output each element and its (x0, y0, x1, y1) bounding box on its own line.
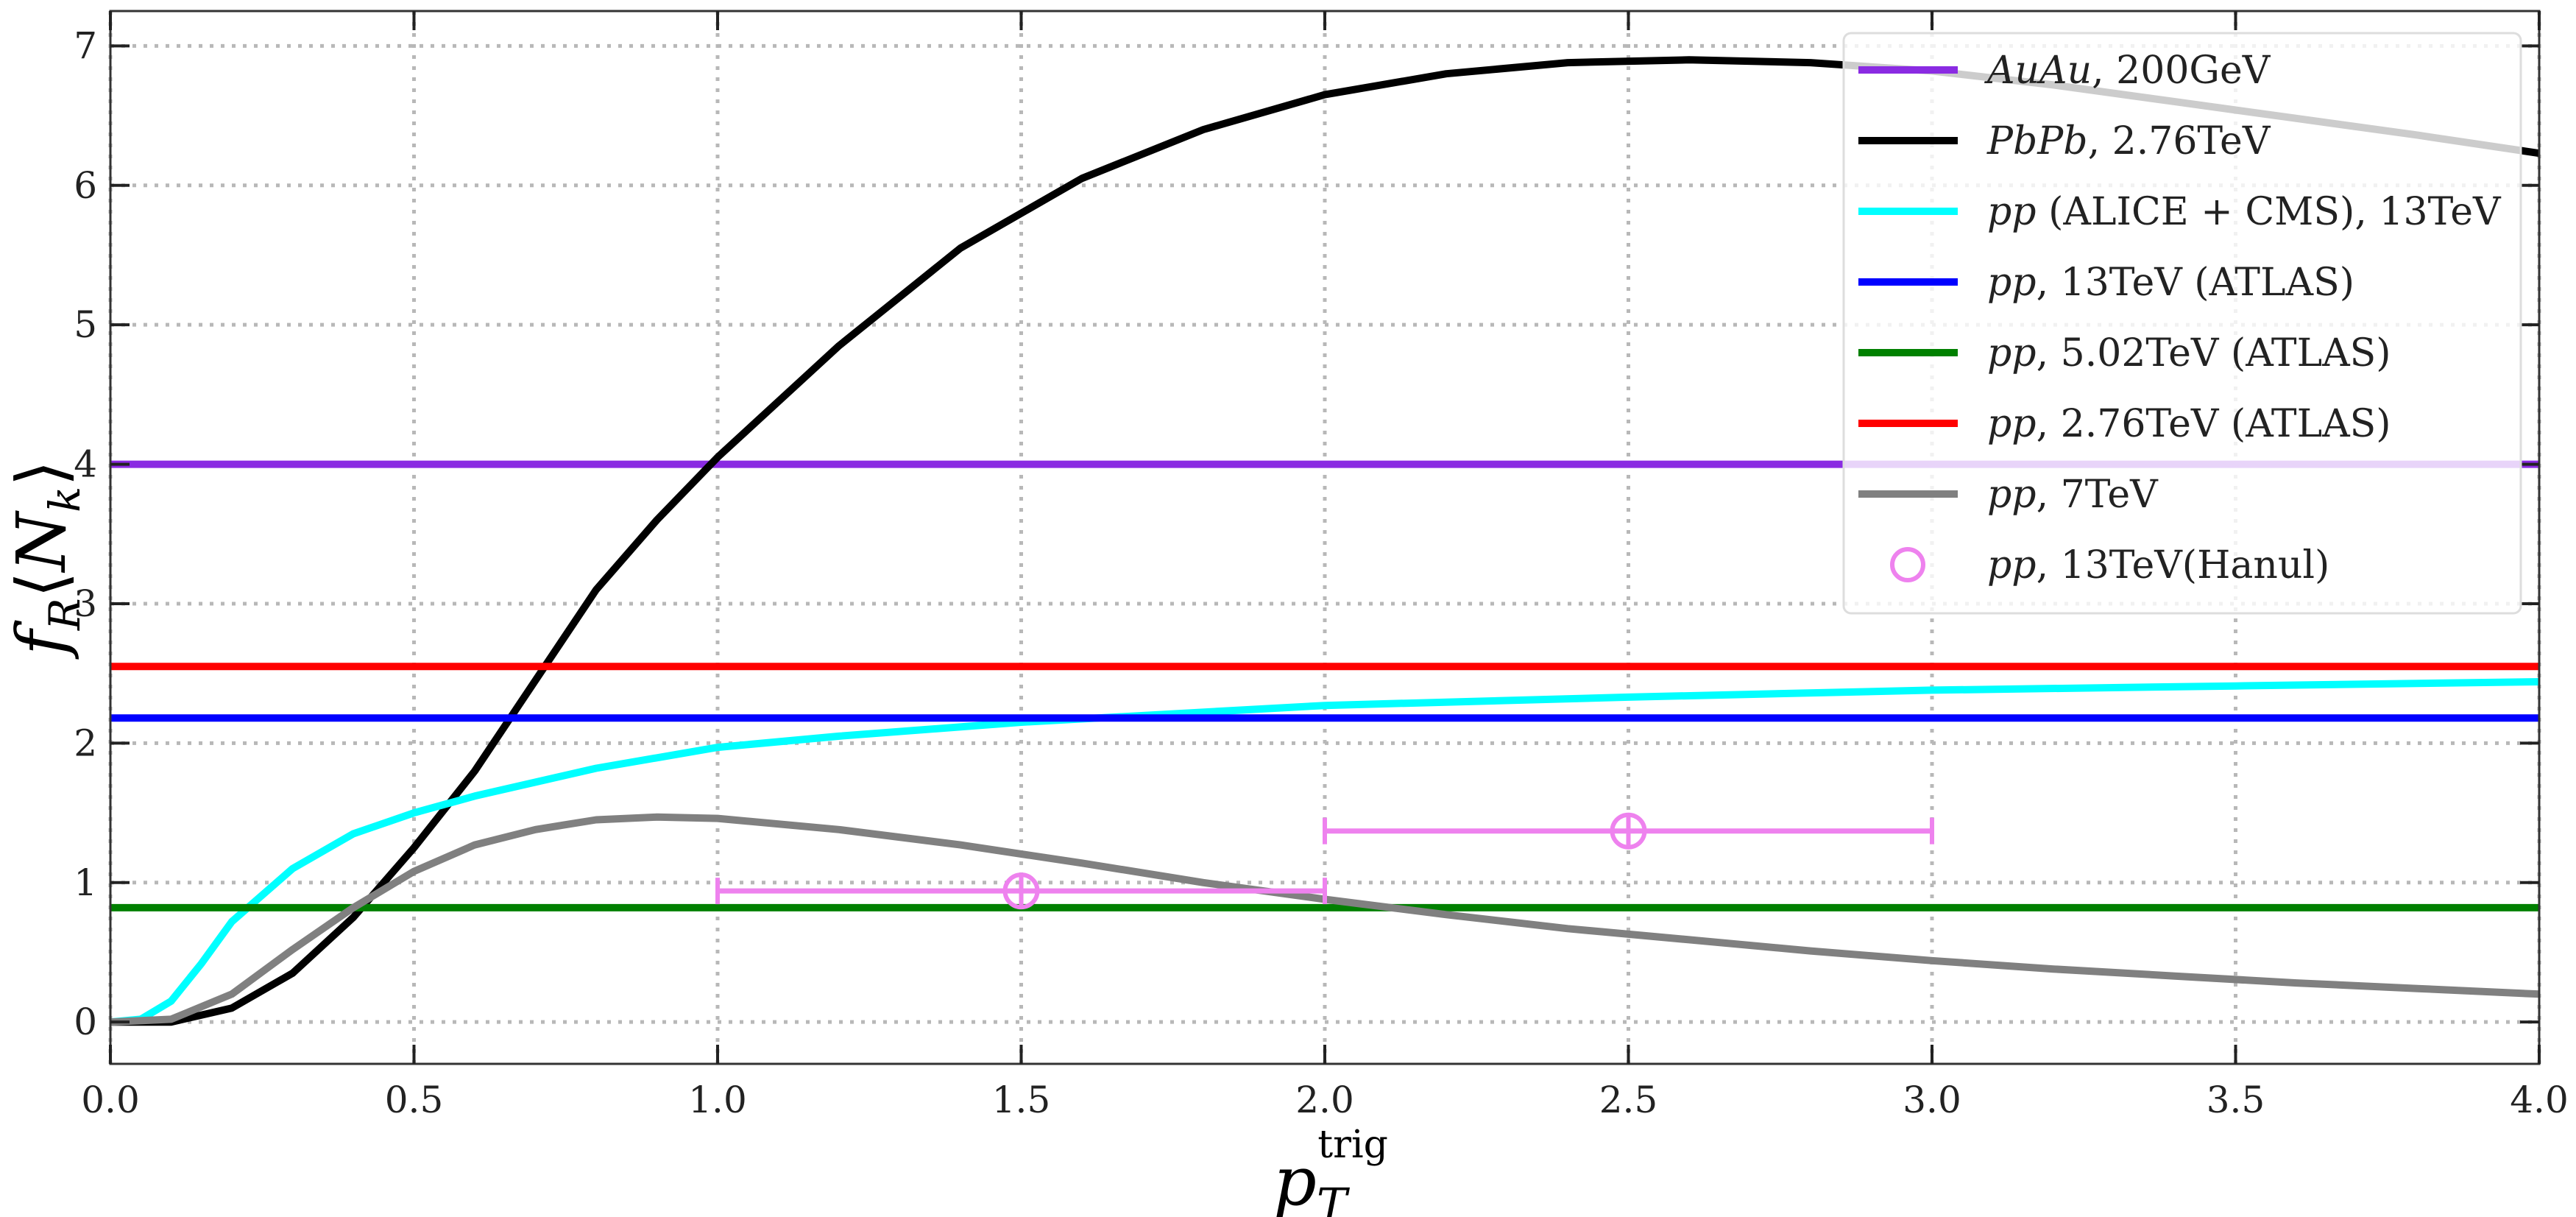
y-tick-label: 2 (74, 722, 97, 764)
x-axis-label: pTtrig (1273, 1123, 1388, 1217)
legend-box (1842, 32, 2522, 615)
series-line-2 (110, 678, 2540, 1026)
legend-label-italic: pp (1987, 543, 2037, 588)
x-tick-label: 0.5 (385, 1079, 444, 1121)
y-tick-label: 5 (74, 303, 97, 346)
legend-label-rest: , 7TeV (2037, 473, 2159, 517)
x-axis-label-sup: trig (1317, 1123, 1388, 1167)
y-axis-label-close: ⟩ (2, 460, 81, 487)
legend-label-italic: PbPb (1986, 119, 2088, 163)
y-axis-label-sub: R (40, 598, 90, 631)
legend-label-italic: pp (1987, 261, 2037, 305)
y-axis-label-open: ⟨ (2, 571, 81, 598)
legend-label-rest: (ALICE + CMS), 13TeV (2037, 190, 2502, 234)
x-tick-label: 1.5 (992, 1079, 1051, 1121)
legend-label-rest: , 13TeV(Hanul) (2037, 543, 2330, 588)
legend-marker (1890, 547, 1925, 582)
legend-label-italic: AuAu (1984, 49, 2092, 93)
legend-label-italic: pp (1987, 331, 2037, 375)
y-tick-label: 3 (74, 582, 97, 625)
legend-label: pp, 13TeV(Hanul) (1987, 543, 2329, 588)
x-tick-label: 4.0 (2510, 1079, 2569, 1121)
legend-label: pp, 7TeV (1987, 473, 2159, 517)
y-tick-label: 4 (74, 443, 97, 486)
y-tick-label: 6 (74, 164, 97, 207)
y-tick-label: 7 (74, 24, 97, 67)
axes: 0.0 0.5 1.0 1.5 2.0 2.5 3.0 3.5 4.0 0 1 2 3 4 5 6 7 (74, 10, 2569, 1121)
series-line-6 (110, 813, 2540, 1026)
x-tick-label: 2.0 (1295, 1079, 1354, 1121)
legend-label-italic: pp (1987, 402, 2037, 446)
legend-label: pp, 13TeV (ATLAS) (1987, 261, 2354, 305)
x-tick-label: 0.0 (81, 1079, 140, 1121)
y-axis-label: fR⟨Nk⟩ (2, 460, 90, 660)
legend-label: PbPb, 2.76TeV (1986, 119, 2271, 163)
legend-label-rest: , 2.76TeV (2088, 119, 2271, 163)
x-tick-label: 2.5 (1599, 1079, 1658, 1121)
y-axis-label-nsub: k (40, 487, 90, 512)
x-axis-label-sub: T (1317, 1178, 1351, 1217)
legend-label-rest: , 2.76TeV (ATLAS) (2037, 402, 2391, 446)
legend-label: pp, 2.76TeV (ATLAS) (1987, 402, 2391, 446)
legend-label: pp (ALICE + CMS), 13TeV (1987, 190, 2502, 234)
legend-label-italic: pp (1987, 190, 2037, 234)
legend-label-rest: , 5.02TeV (ATLAS) (2037, 331, 2391, 375)
legend-label: AuAu, 200GeV (1984, 49, 2271, 93)
y-tick-label: 0 (74, 1001, 97, 1043)
legend-label-italic: pp (1987, 473, 2037, 517)
x-tick-label: 1.0 (688, 1079, 747, 1121)
legend-label: pp, 5.02TeV (ATLAS) (1987, 331, 2391, 375)
legend-label-rest: , 200GeV (2092, 49, 2271, 93)
legend-label-rest: , 13TeV (ATLAS) (2037, 261, 2354, 305)
x-tick-label: 3.5 (2207, 1079, 2265, 1121)
x-tick-label: 3.0 (1903, 1079, 1961, 1121)
y-tick-label: 1 (74, 861, 97, 904)
